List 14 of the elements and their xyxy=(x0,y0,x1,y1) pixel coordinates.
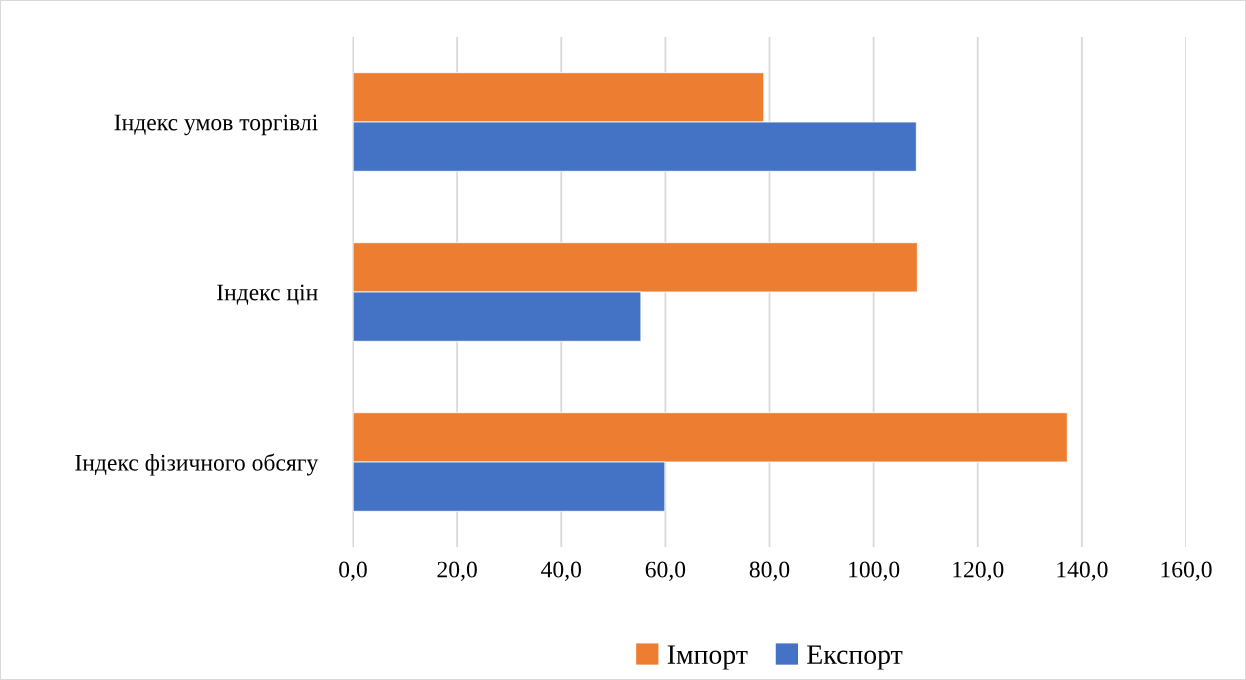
x-tick-label: 120,0 xyxy=(953,561,1004,581)
x-tick-label: 100,0 xyxy=(849,561,900,581)
x-tick-label: 160,0 xyxy=(1161,561,1212,581)
y-tick-label: Індекс умов торгівлі xyxy=(114,114,318,136)
x-tick-label: 0,0 xyxy=(339,561,367,581)
x-tick-label: 140,0 xyxy=(1057,561,1108,581)
legend-label: Експорт xyxy=(807,645,903,670)
x-tick-label: 60,0 xyxy=(645,561,686,581)
y-tick-label: Індекс фізичного обсягу xyxy=(75,453,319,476)
x-tick-label: 20,0 xyxy=(437,561,477,581)
x-tick-label: 40,0 xyxy=(541,561,582,581)
legend-label: Імпорт xyxy=(667,645,748,670)
x-tick-label: 80,0 xyxy=(749,561,790,581)
y-tick-label: Індекс цін xyxy=(217,284,318,305)
